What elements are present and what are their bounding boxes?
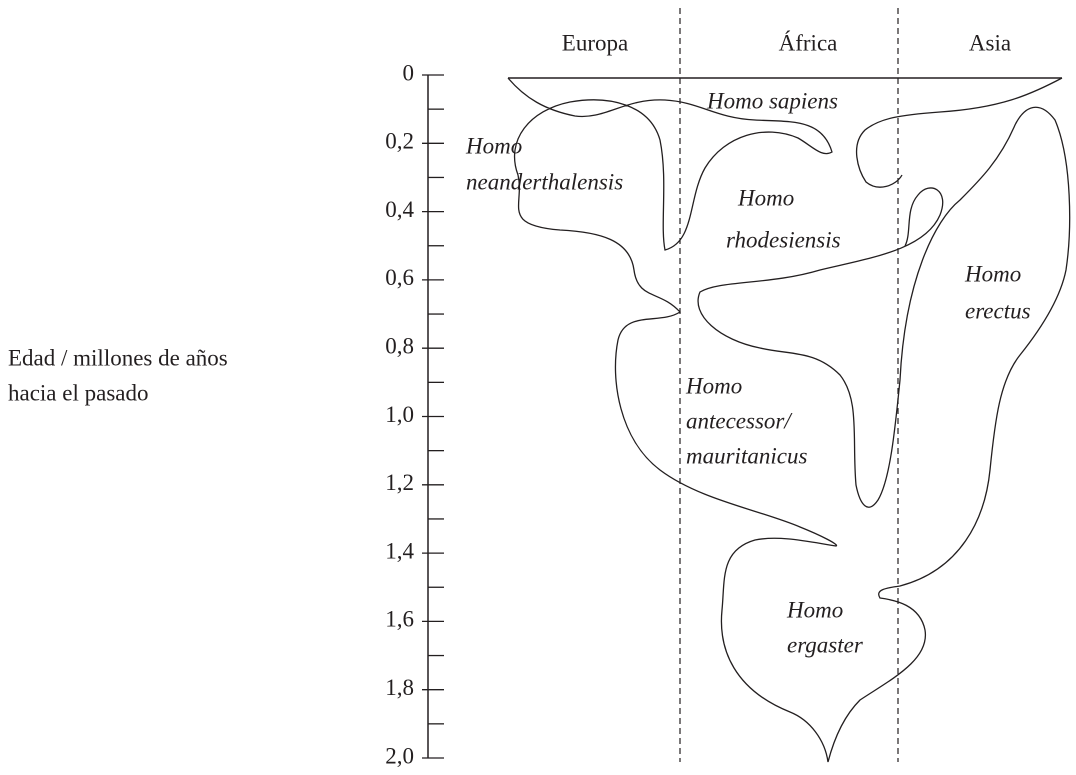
axis-label: hacia el pasado xyxy=(8,380,148,405)
tick-label: 1,2 xyxy=(385,470,414,495)
tick-label: 0,6 xyxy=(385,265,414,290)
tick-label: 0,4 xyxy=(385,197,414,222)
species-label: antecessor/ xyxy=(686,408,793,433)
species-label: ergaster xyxy=(787,632,864,657)
species-label: erectus xyxy=(965,298,1031,323)
tick-label: 2,0 xyxy=(385,743,414,768)
species-label: Homo xyxy=(465,133,522,158)
tick-label: 1,8 xyxy=(385,675,414,700)
axis-label: Edad / millones de años xyxy=(8,345,228,370)
tick-label: 0,2 xyxy=(385,129,414,154)
region-label: África xyxy=(779,30,838,55)
species-label: rhodesiensis xyxy=(726,227,841,252)
species-label: Homo xyxy=(964,261,1021,286)
tick-label: 1,6 xyxy=(385,607,414,632)
outline xyxy=(507,77,1071,763)
region-label: Asia xyxy=(969,30,1011,55)
species-label: Homo xyxy=(786,597,843,622)
tick-label: 1,4 xyxy=(385,538,414,563)
species-label: Homo xyxy=(685,373,742,398)
species-label: neanderthalensis xyxy=(466,169,623,194)
region-label: Europa xyxy=(562,30,628,55)
outline xyxy=(855,77,1063,188)
species-label: mauritanicus xyxy=(686,443,807,468)
species-label: Homo sapiens xyxy=(706,88,838,113)
tick-label: 0 xyxy=(403,60,415,85)
tick-label: 1,0 xyxy=(385,402,414,427)
species-label: Homo xyxy=(737,185,794,210)
lineage-outlines xyxy=(507,77,1071,763)
tick-label: 0,8 xyxy=(385,333,414,358)
